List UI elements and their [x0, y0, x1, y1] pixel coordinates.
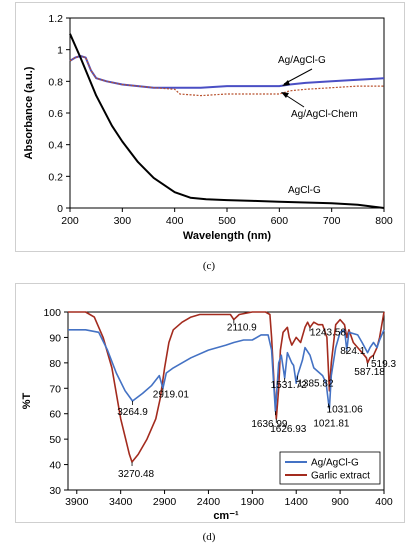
plot-frame [67, 311, 385, 491]
y-tick-label: 0 [57, 203, 63, 215]
x-tick-label: 900 [331, 496, 349, 508]
y-tick-label: 80 [49, 358, 61, 370]
y-tick-label: 0.6 [48, 108, 63, 120]
x-axis-label: cm⁻¹ [213, 510, 239, 522]
x-tick-label: 500 [218, 215, 236, 227]
peak-label: 1626.93 [270, 424, 307, 435]
annotation-arrow-ag-agcl-g [283, 68, 313, 85]
annotation-arrowhead-ag-agcl-g [282, 80, 290, 86]
x-tick-label: 600 [271, 215, 289, 227]
annotation-arrowhead-ag-agcl-chem [281, 92, 289, 98]
series-agcl-g-line [69, 33, 385, 209]
legend-label: Ag/AgCl-G [311, 458, 359, 469]
annotation-arrow-ag-agcl-chem [283, 93, 305, 108]
x-tick-label: 2900 [153, 496, 177, 508]
y-tick-label: 0.8 [48, 76, 63, 88]
x-axis-label: Wavelength (nm) [183, 230, 272, 242]
peak-label: 1531.72 [271, 380, 308, 391]
y-axis-label: %T [21, 392, 33, 409]
peak-label: 1021.81 [313, 419, 350, 430]
peak-label: 1636.99 [251, 419, 288, 430]
peak-label: 2110.9 [227, 323, 257, 334]
ftir-chart: 3900 3400 2900 2400 1900 1400 900 400 30 40 50 60 70… [21, 307, 396, 522]
uv-vis-chart-panel: 200 300 400 500 600 700 800 0 0.2 0.4 0.6 0.8 1 1.2 Wa… [15, 2, 405, 252]
y-tick-label: 70 [49, 383, 61, 395]
peak-label: 824.1 [340, 346, 365, 357]
y-tick-label: 60 [49, 409, 61, 421]
y-tick-label: 90 [49, 332, 61, 344]
annotation-ag-agcl-g: Ag/AgCl-G [278, 55, 326, 66]
panel-label-d: (d) [202, 531, 216, 543]
x-tick-label: 2400 [197, 496, 221, 508]
peak-label: 1243.58 [310, 327, 347, 338]
uv-vis-chart: 200 300 400 500 600 700 800 0 0.2 0.4 0.6 0.8 1 1.2 Wa… [23, 13, 393, 242]
x-tick-label: 200 [61, 215, 79, 227]
peak-label: 587.18 [354, 367, 385, 378]
peak-label: 519.3 [371, 359, 396, 370]
y-tick-label: 100 [43, 307, 61, 319]
peak-label: 3270.48 [118, 469, 155, 480]
series-ag-agcl-g-line [69, 55, 385, 89]
y-tick-label: 50 [49, 434, 61, 446]
y-axis-label: Absorbance (a.u.) [23, 66, 35, 159]
x-tick-label: 300 [114, 215, 132, 227]
x-tick-label: 3400 [109, 496, 133, 508]
x-tick-label: 400 [375, 496, 393, 508]
peak-label: 3264.9 [117, 407, 148, 418]
x-tick-label: 1900 [241, 496, 265, 508]
annotation-ag-agcl-chem: Ag/AgCl-Chem [291, 109, 358, 120]
series-ag-agcl-chem-line [69, 55, 384, 97]
x-tick-label: 400 [166, 215, 184, 227]
ftir-chart-panel: 3900 3400 2900 2400 1900 1400 900 400 30 40 50 60 70… [15, 283, 405, 523]
y-tick-label: 0.2 [48, 171, 63, 183]
annotation-agcl-g: AgCl-G [288, 185, 321, 196]
x-tick-label: 3900 [65, 496, 89, 508]
legend-label: Garlic extract [311, 471, 370, 482]
y-tick-label: 30 [49, 485, 61, 497]
series-ag-agcl-g-line [68, 328, 385, 412]
panel-label-c: (c) [202, 260, 216, 272]
peak-label: 1385.82 [297, 379, 334, 390]
y-tick-label: 40 [49, 460, 61, 472]
peak-label: 1031.06 [327, 405, 364, 416]
x-tick-label: 700 [323, 215, 341, 227]
legend-box [279, 451, 381, 485]
y-tick-label: 1.2 [48, 13, 63, 25]
x-tick-label: 1400 [285, 496, 309, 508]
y-tick-label: 0.4 [48, 140, 63, 152]
x-tick-label: 800 [375, 215, 393, 227]
peak-label: 2919.01 [153, 389, 190, 400]
y-tick-label: 1 [57, 45, 63, 57]
